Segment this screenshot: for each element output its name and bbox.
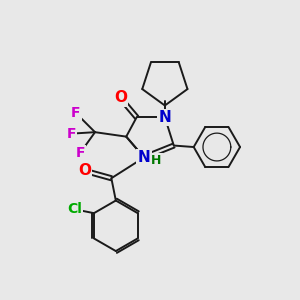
- Text: F: F: [75, 146, 85, 160]
- Text: H: H: [152, 154, 162, 167]
- Text: N: N: [138, 150, 150, 165]
- Text: F: F: [71, 106, 80, 120]
- Text: Cl: Cl: [67, 202, 82, 216]
- Text: O: O: [78, 163, 91, 178]
- Text: F: F: [67, 127, 76, 141]
- Text: N: N: [158, 110, 171, 125]
- Text: O: O: [114, 91, 127, 106]
